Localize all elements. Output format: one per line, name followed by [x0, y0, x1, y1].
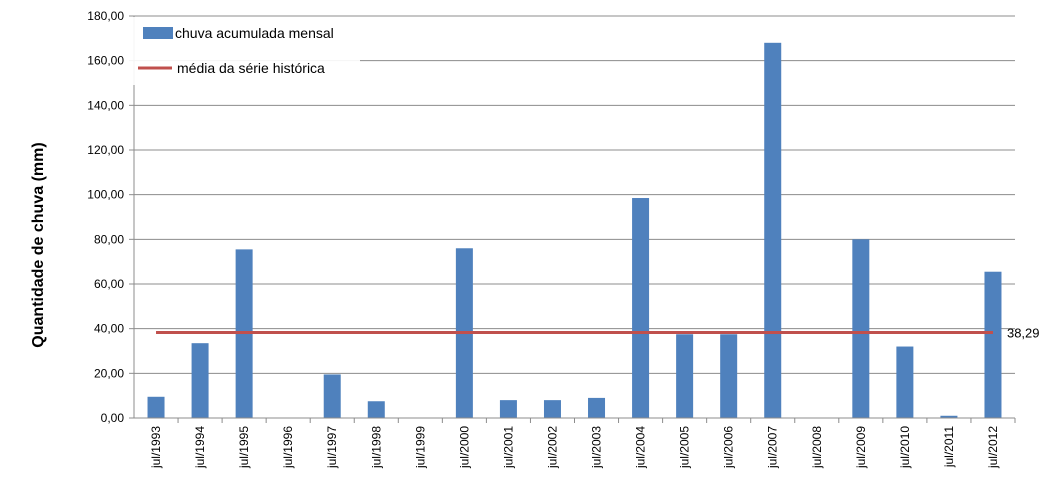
- bar: [984, 271, 1002, 418]
- x-tick-label: jul/1996: [281, 426, 295, 469]
- x-tick-label: jul/2002: [545, 426, 559, 469]
- legend-label-bars: chuva acumulada mensal: [175, 25, 334, 41]
- bar: [852, 239, 870, 418]
- x-tick-label: jul/2010: [898, 426, 912, 469]
- bar: [147, 396, 165, 418]
- mean-data-label: 38,29: [1007, 325, 1040, 340]
- y-tick-label: 160,00: [87, 54, 124, 68]
- legend-swatch-bars: [143, 27, 173, 39]
- bar: [720, 334, 738, 418]
- x-tick-label: jul/1993: [149, 426, 163, 469]
- bar: [764, 42, 782, 419]
- x-tick-label: jul/2001: [501, 426, 515, 469]
- x-tick-label: jul/2003: [590, 426, 604, 469]
- x-tick-labels: jul/1993 jul/1994 jul/1995 jul/1996 jul/1997…: [149, 426, 1000, 469]
- legend-label-mean: média da série histórica: [177, 60, 325, 76]
- y-tick-labels: 0,00 20,00 40,00 60,00 80,00 100,00 120,00 140,…: [87, 9, 124, 425]
- x-tick-label: jul/1995: [237, 426, 251, 469]
- bar: [191, 343, 209, 418]
- y-tick-label: 40,00: [94, 322, 124, 336]
- gridlines: [129, 15, 1015, 419]
- y-tick-label: 120,00: [87, 143, 124, 157]
- x-tick-label: jul/2005: [678, 426, 692, 469]
- y-tick-label: 180,00: [87, 9, 124, 23]
- y-tick-label: 20,00: [94, 366, 124, 380]
- y-tick-label: 0,00: [101, 411, 125, 425]
- bar: [632, 198, 650, 418]
- x-tick-label: jul/2011: [942, 426, 956, 468]
- y-tick-label: 140,00: [87, 98, 124, 112]
- x-tick-label: jul/1999: [413, 426, 427, 469]
- bar: [323, 374, 341, 418]
- y-tick-label: 100,00: [87, 188, 124, 202]
- mean-line-group: 38,29: [156, 325, 1040, 340]
- y-tick-label: 80,00: [94, 232, 124, 246]
- bar: [896, 346, 914, 418]
- y-tick-label: 60,00: [94, 277, 124, 291]
- x-tick-label: jul/2007: [766, 426, 780, 469]
- bar: [588, 397, 606, 418]
- y-axis-label: Quantidade de chuva (mm): [30, 142, 47, 347]
- bar: [543, 400, 561, 418]
- bar: [367, 401, 385, 418]
- x-tick-label: jul/2004: [634, 426, 648, 469]
- bar: [676, 334, 694, 418]
- x-tick-label: jul/2012: [986, 426, 1000, 469]
- bar: [940, 415, 958, 418]
- x-tick-label: jul/2006: [722, 426, 736, 469]
- x-tick-label: jul/2000: [457, 426, 471, 469]
- x-tick-label: jul/1997: [325, 426, 339, 469]
- x-tick-label: jul/2008: [810, 426, 824, 469]
- x-tick-label: jul/1994: [193, 426, 207, 469]
- legend: chuva acumulada mensal média da série hi…: [127, 17, 360, 85]
- bar: [499, 400, 517, 418]
- bars: [147, 42, 1002, 419]
- x-tick-label: jul/2009: [854, 426, 868, 469]
- x-tick-label: jul/1998: [369, 426, 383, 469]
